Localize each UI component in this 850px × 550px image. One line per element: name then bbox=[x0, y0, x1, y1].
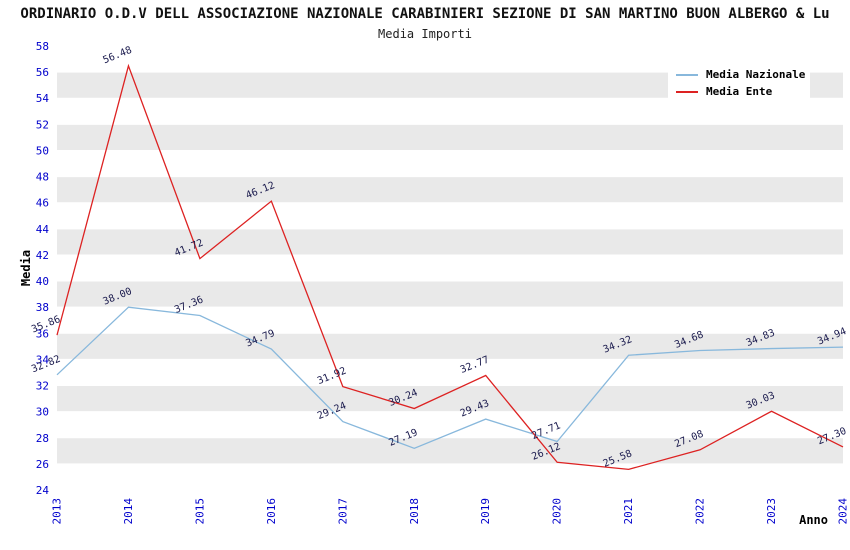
y-tick-label: 52 bbox=[36, 118, 49, 131]
grid-band bbox=[57, 228, 843, 255]
grid-band bbox=[57, 124, 843, 151]
y-tick-label: 24 bbox=[36, 484, 50, 497]
y-axis-label: Media bbox=[19, 250, 33, 286]
grid-band bbox=[57, 176, 843, 203]
series-line-media-nazionale bbox=[56, 306, 844, 450]
legend: Media Nazionale Media Ente bbox=[668, 58, 810, 108]
y-tick-label: 44 bbox=[36, 223, 50, 236]
x-tick-label: 2016 bbox=[265, 498, 278, 525]
x-tick-label: 2022 bbox=[694, 498, 707, 525]
grid-band bbox=[57, 437, 843, 464]
x-tick-label: 2013 bbox=[51, 498, 64, 525]
y-tick-label: 26 bbox=[36, 458, 49, 471]
x-tick-label: 2019 bbox=[479, 498, 492, 525]
x-axis-label: Anno bbox=[799, 513, 828, 527]
y-tick-label: 38 bbox=[36, 301, 49, 314]
y-tick-label: 58 bbox=[36, 40, 49, 53]
y-tick-label: 56 bbox=[36, 66, 49, 79]
grid-band bbox=[57, 333, 843, 360]
chart-subtitle: Media Importi bbox=[378, 27, 472, 41]
x-tick-label: 2014 bbox=[122, 498, 135, 525]
legend-line-swatch bbox=[676, 73, 698, 76]
series-line-media-ente bbox=[56, 63, 844, 471]
grid-band bbox=[57, 281, 843, 308]
x-tick-label: 2024 bbox=[837, 498, 850, 525]
y-tick-label: 30 bbox=[36, 406, 49, 419]
y-tick-label: 28 bbox=[36, 432, 49, 445]
legend-item: Media Nazionale bbox=[676, 68, 806, 81]
grid-band bbox=[57, 385, 843, 412]
x-tick-label: 2018 bbox=[408, 498, 421, 525]
y-tick-label: 50 bbox=[36, 144, 49, 157]
x-tick-label: 2017 bbox=[336, 498, 349, 525]
y-tick-label: 42 bbox=[36, 249, 49, 262]
y-tick-label: 54 bbox=[36, 92, 50, 105]
x-tick-label: 2015 bbox=[193, 498, 206, 525]
chart-title: ORDINARIO O.D.V DELL ASSOCIAZIONE NAZION… bbox=[20, 6, 830, 22]
x-tick-label: 2020 bbox=[551, 498, 564, 525]
y-tick-label: 48 bbox=[36, 171, 49, 184]
y-tick-label: 40 bbox=[36, 275, 49, 288]
legend-item: Media Ente bbox=[676, 85, 802, 98]
y-tick-label: 34 bbox=[36, 353, 50, 366]
legend-line-swatch bbox=[676, 90, 698, 93]
y-tick-label: 36 bbox=[36, 327, 49, 340]
y-tick-label: 46 bbox=[36, 197, 49, 210]
legend-label: Media Nazionale bbox=[706, 68, 806, 81]
data-label: 56.48 bbox=[101, 45, 133, 66]
x-tick-label: 2023 bbox=[765, 498, 778, 525]
y-tick-label: 32 bbox=[36, 380, 49, 393]
x-tick-label: 2021 bbox=[622, 498, 635, 525]
legend-label: Media Ente bbox=[706, 85, 773, 98]
data-label: 31.92 bbox=[316, 366, 348, 387]
